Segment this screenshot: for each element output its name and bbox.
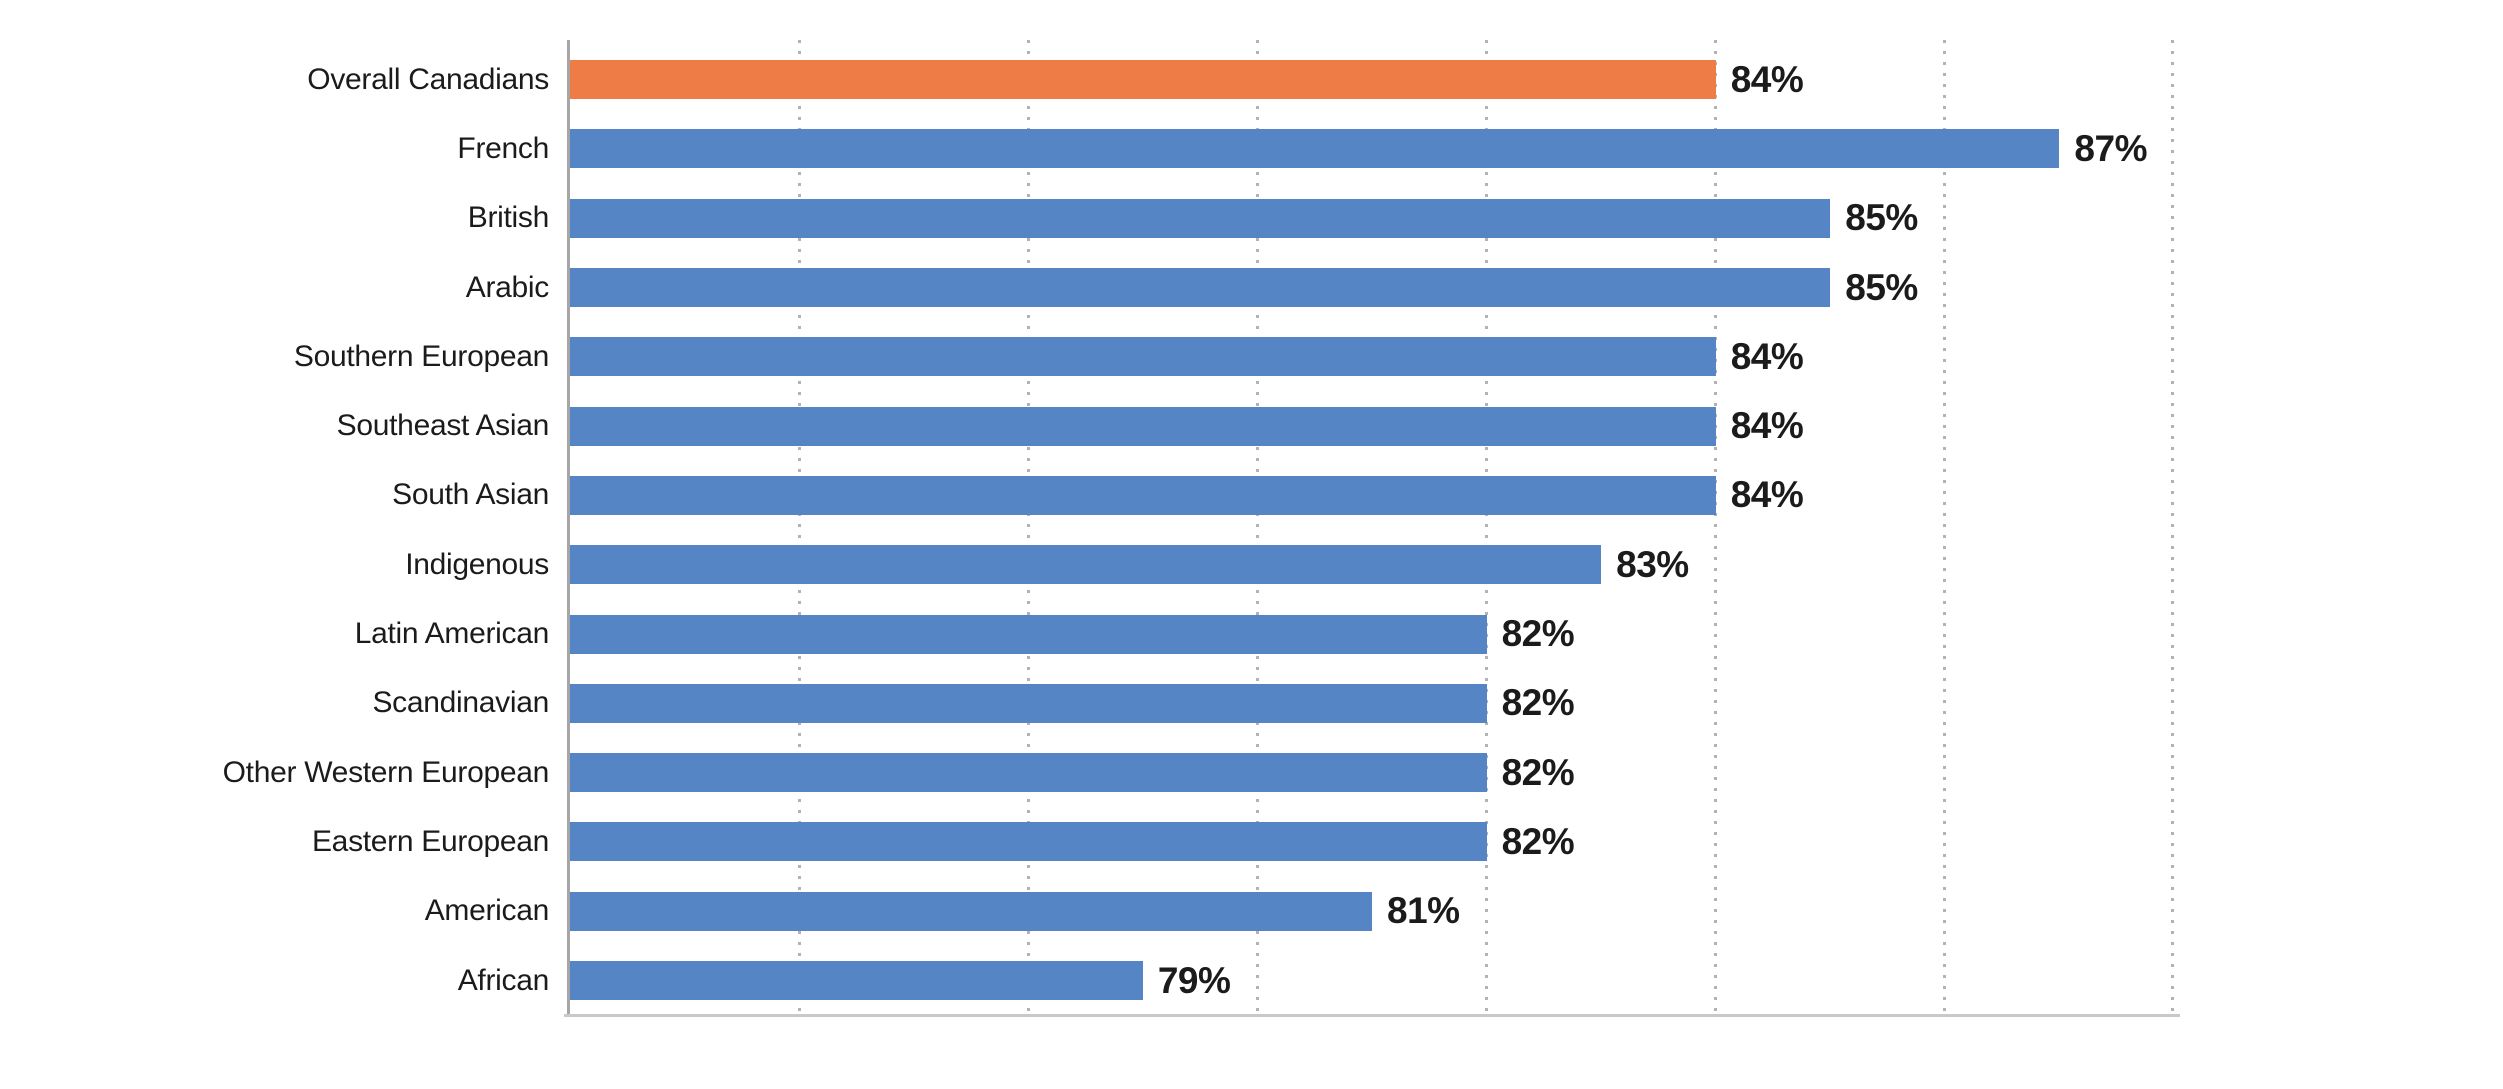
bar-row: Scandinavian 82%	[0, 669, 2503, 738]
bar-area: 84%	[570, 322, 2174, 391]
bar-area: 82%	[570, 738, 2174, 807]
value-label: 82%	[1501, 820, 1575, 862]
bar	[570, 198, 1831, 238]
plot-rows: Overall Canadians 84% French 87% British…	[0, 45, 2503, 1015]
bar	[570, 406, 1716, 446]
value-label: 83%	[1616, 543, 1689, 585]
value-label: 87%	[2074, 127, 2147, 169]
category-label: Southern European	[293, 339, 549, 373]
bar-row: Southeast Asian 84%	[0, 391, 2503, 460]
bar-area: 81%	[570, 877, 2174, 946]
bar	[570, 753, 1487, 793]
bar-area: 84%	[570, 391, 2174, 460]
category-label: African	[457, 963, 550, 997]
gridline	[797, 40, 801, 1016]
bar-row: Eastern European 82%	[0, 807, 2503, 876]
category-label: Eastern European	[311, 824, 549, 858]
bar-row: Overall Canadians 84%	[0, 45, 2503, 114]
gridline	[1255, 40, 1259, 1016]
value-label: 82%	[1501, 613, 1575, 655]
gridline	[1714, 40, 1718, 1016]
category-label: American	[424, 894, 550, 928]
gridline	[1026, 40, 1030, 1016]
bar-area: 85%	[570, 253, 2174, 322]
category-label: South Asian	[392, 478, 549, 512]
category-label: Overall Canadians	[307, 62, 549, 96]
category-label: Scandinavian	[372, 686, 549, 720]
bar-area: 82%	[570, 599, 2174, 668]
bar-area: 82%	[570, 669, 2174, 738]
gridlines	[570, 40, 2174, 1016]
bar-area: 84%	[570, 45, 2174, 114]
bar	[570, 337, 1716, 377]
value-label: 82%	[1501, 751, 1575, 793]
bar	[570, 60, 1716, 100]
x-axis-line	[564, 1014, 2180, 1017]
value-label: 84%	[1730, 58, 1804, 100]
bar	[570, 475, 1716, 515]
value-label: 85%	[1845, 266, 1918, 308]
bar-row: Arabic 85%	[0, 253, 2503, 322]
bar	[570, 268, 1831, 308]
bar	[570, 961, 1143, 1000]
bar-row: African 79%	[0, 946, 2503, 1015]
bar-area: 83%	[570, 530, 2174, 599]
category-label: Indigenous	[405, 547, 549, 581]
gridline	[2171, 40, 2174, 1016]
category-label: Latin American	[354, 617, 550, 651]
bar-area: 82%	[570, 807, 2174, 876]
value-label: 84%	[1730, 474, 1804, 516]
category-label: French	[457, 131, 549, 165]
bar	[570, 683, 1487, 723]
category-label: British	[467, 201, 550, 235]
bar-row: Other Western European 82%	[0, 738, 2503, 807]
value-label: 84%	[1730, 405, 1804, 447]
bar	[570, 614, 1487, 654]
bar-row: Southern European 84%	[0, 322, 2503, 391]
category-label: Other Western European	[222, 755, 550, 789]
gridline	[1485, 40, 1489, 1016]
bar-row: British 85%	[0, 184, 2503, 253]
bar-area: 85%	[570, 184, 2174, 253]
value-label: 79%	[1157, 959, 1231, 1001]
y-axis-line	[567, 40, 570, 1016]
category-label: Arabic	[465, 270, 550, 304]
bar	[570, 891, 1372, 931]
bar-row: Latin American 82%	[0, 599, 2503, 668]
bar-area: 87%	[570, 114, 2174, 183]
bar-area: 84%	[570, 461, 2174, 530]
value-label: 84%	[1730, 335, 1804, 377]
gridline	[1943, 40, 1947, 1016]
bar-row: South Asian 84%	[0, 461, 2503, 530]
category-label: Southeast Asian	[336, 409, 550, 443]
bar	[570, 822, 1487, 862]
bar-row: American 81%	[0, 877, 2503, 946]
bar-area: 79%	[570, 946, 2174, 1015]
bar-row: Indigenous 83%	[0, 530, 2503, 599]
bar	[570, 129, 2060, 169]
value-label: 85%	[1845, 197, 1918, 239]
value-label: 81%	[1387, 890, 1460, 932]
bar-row: French 87%	[0, 114, 2503, 183]
value-label: 82%	[1501, 682, 1575, 724]
bar	[570, 545, 1602, 585]
